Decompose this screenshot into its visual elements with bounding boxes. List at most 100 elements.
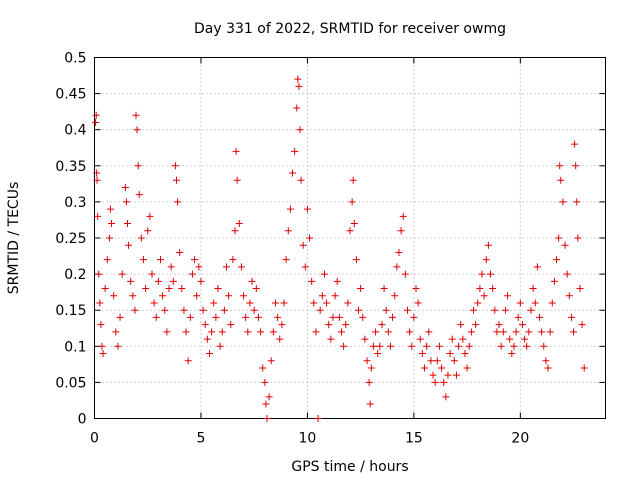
data-point [342, 321, 350, 329]
data-point [310, 299, 318, 307]
data-point [544, 364, 552, 372]
data-point [491, 306, 499, 314]
data-point [193, 292, 201, 300]
y-tick-label: 0.35 [55, 159, 86, 175]
data-point [92, 111, 100, 119]
data-point [289, 169, 297, 177]
data-point [195, 263, 203, 271]
y-tick-label: 0.25 [55, 231, 86, 247]
data-point [306, 234, 314, 242]
y-tick-label: 0.4 [64, 123, 86, 139]
data-point [240, 292, 248, 300]
data-point [294, 75, 302, 83]
data-point [540, 342, 548, 350]
data-point [521, 335, 529, 343]
data-point [506, 335, 514, 343]
x-tick-label: 0 [90, 431, 99, 447]
y-tick-label: 0.15 [55, 303, 86, 319]
data-point [121, 183, 129, 191]
data-point [205, 350, 213, 358]
data-point [514, 313, 522, 321]
data-point [99, 350, 107, 358]
data-point [248, 277, 256, 285]
data-point [357, 285, 365, 293]
data-point [489, 285, 497, 293]
data-point [229, 256, 237, 264]
data-point [359, 313, 367, 321]
data-point [188, 270, 196, 278]
data-point [455, 342, 463, 350]
data-point [93, 176, 101, 184]
data-point [125, 241, 133, 249]
data-point [267, 357, 275, 365]
data-point [463, 364, 471, 372]
data-point [393, 263, 401, 271]
data-point [98, 342, 106, 350]
data-point [574, 234, 582, 242]
data-point [410, 313, 418, 321]
data-point [331, 292, 339, 300]
data-point [412, 285, 420, 293]
data-point [323, 299, 331, 307]
x-tick-label: 20 [511, 431, 529, 447]
data-point [178, 285, 186, 293]
data-point [148, 270, 156, 278]
y-tick-label: 0.05 [55, 375, 86, 391]
data-point [116, 313, 124, 321]
data-point [165, 285, 173, 293]
data-point [550, 277, 558, 285]
data-point [408, 342, 416, 350]
data-point [431, 378, 439, 386]
data-point [134, 162, 142, 170]
y-tick-label: 0.45 [55, 87, 86, 103]
data-point [571, 140, 579, 148]
data-point [469, 306, 477, 314]
data-point [472, 321, 480, 329]
data-point [446, 350, 454, 358]
data-point [572, 162, 580, 170]
data-point [567, 313, 575, 321]
data-point [333, 277, 341, 285]
data-point [203, 335, 211, 343]
data-point [325, 321, 333, 329]
data-point [174, 198, 182, 206]
data-point [414, 299, 422, 307]
data-point [201, 321, 209, 329]
data-point [163, 328, 171, 336]
data-point [501, 306, 509, 314]
data-point [303, 205, 311, 213]
data-point [223, 263, 231, 271]
data-point [548, 299, 556, 307]
data-point [438, 364, 446, 372]
data-point [448, 335, 456, 343]
data-point [397, 227, 405, 235]
data-point [535, 313, 543, 321]
data-point [482, 256, 490, 264]
data-point [150, 299, 158, 307]
data-point [214, 285, 222, 293]
x-axis-label: GPS time / hours [291, 459, 408, 475]
data-point [218, 328, 226, 336]
data-point [265, 393, 273, 401]
data-point [235, 220, 243, 228]
data-point [131, 306, 139, 314]
data-point [157, 256, 165, 264]
plot-frame [94, 57, 606, 419]
data-point [278, 321, 286, 329]
y-axis-label: SRMTID / TECUs [6, 182, 22, 295]
data-point [467, 328, 475, 336]
data-point [232, 147, 240, 155]
data-point [384, 328, 392, 336]
data-point [118, 270, 126, 278]
data-point [94, 212, 102, 220]
data-point [493, 328, 501, 336]
data-point [578, 321, 586, 329]
data-point [296, 126, 304, 134]
data-point [263, 415, 271, 422]
data-point [457, 321, 465, 329]
data-point [320, 270, 328, 278]
data-point [542, 357, 550, 365]
data-point [124, 220, 132, 228]
data-point [580, 364, 588, 372]
data-point [242, 313, 250, 321]
